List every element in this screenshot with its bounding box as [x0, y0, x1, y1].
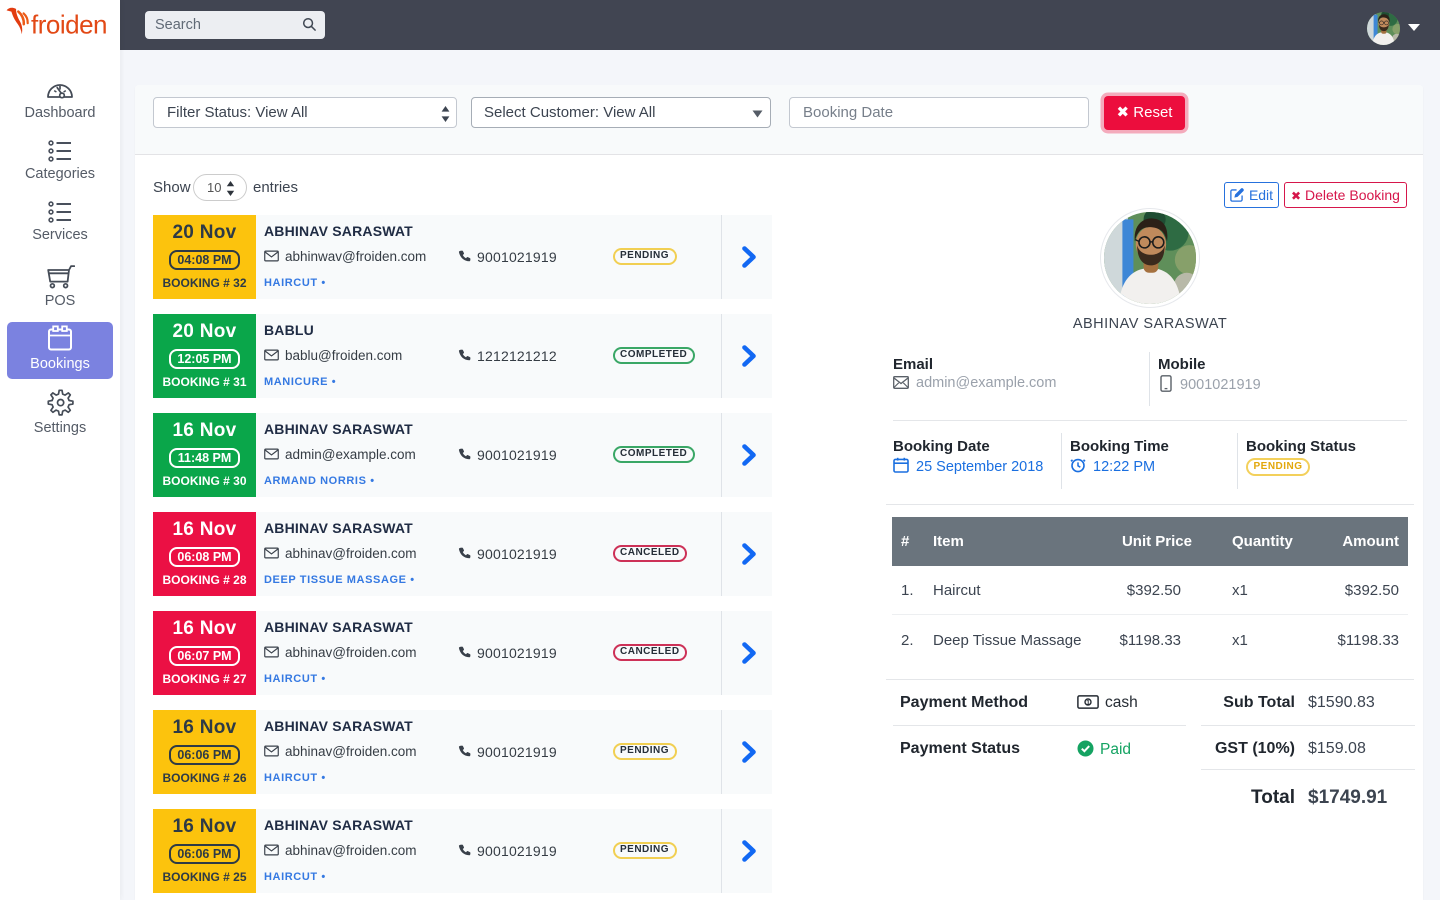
svg-text:froiden: froiden: [31, 10, 107, 40]
svg-text:1: 1: [1086, 699, 1090, 706]
